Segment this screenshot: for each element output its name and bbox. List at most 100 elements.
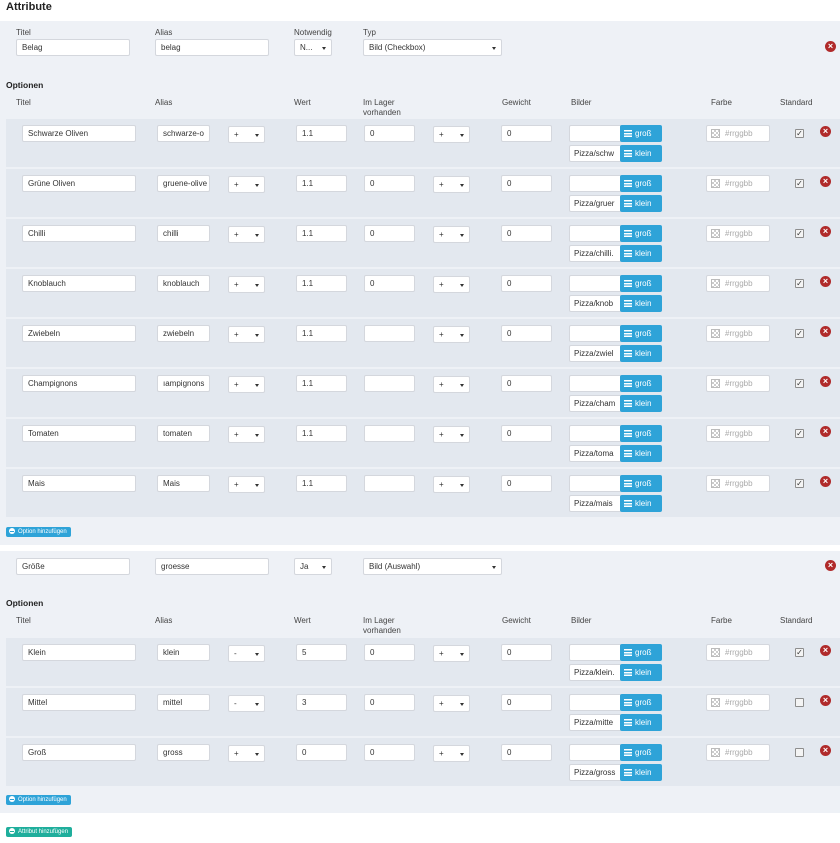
image-small-input[interactable]: Pizza/schw — [569, 145, 621, 162]
image-small-input[interactable]: Pizza/knob — [569, 295, 621, 312]
attribute-alias-input[interactable]: belag — [155, 39, 269, 56]
option-stock-input[interactable]: 0 — [364, 744, 415, 761]
option-title-input[interactable]: Klein — [22, 644, 136, 661]
option-value-input[interactable]: 1.1 — [296, 225, 347, 242]
image-big-button[interactable]: groß — [620, 744, 662, 761]
option-alias-input[interactable]: zwiebeln — [157, 325, 210, 342]
image-big-button[interactable]: groß — [620, 275, 662, 292]
required-select[interactable]: N... — [294, 39, 332, 56]
image-big-input[interactable] — [569, 175, 621, 192]
weight-operator-select[interactable]: + — [433, 176, 470, 193]
option-stock-input[interactable] — [364, 325, 415, 342]
color-input[interactable]: #rrggbb — [706, 175, 770, 192]
color-input[interactable]: #rrggbb — [706, 275, 770, 292]
attribute-alias-input[interactable]: groesse — [155, 558, 269, 575]
option-title-input[interactable]: Champignons — [22, 375, 136, 392]
weight-operator-select[interactable]: + — [433, 426, 470, 443]
default-checkbox[interactable]: ✓ — [795, 429, 804, 438]
image-small-input[interactable]: Pizza/toma — [569, 445, 621, 462]
option-value-input[interactable]: 1.1 — [296, 125, 347, 142]
image-big-input[interactable] — [569, 644, 621, 661]
image-small-button[interactable]: klein — [620, 764, 662, 781]
option-stock-input[interactable] — [364, 475, 415, 492]
weight-operator-select[interactable]: + — [433, 276, 470, 293]
option-value-input[interactable]: 1.1 — [296, 425, 347, 442]
option-title-input[interactable]: Tomaten — [22, 425, 136, 442]
option-alias-input[interactable]: chilli — [157, 225, 210, 242]
option-title-input[interactable]: Schwarze Oliven — [22, 125, 136, 142]
option-title-input[interactable]: Mittel — [22, 694, 136, 711]
default-checkbox[interactable]: ✓ — [795, 179, 804, 188]
price-operator-select[interactable]: + — [228, 476, 265, 493]
attribute-title-input[interactable]: Belag — [16, 39, 130, 56]
option-value-input[interactable]: 1.1 — [296, 375, 347, 392]
image-big-input[interactable] — [569, 125, 621, 142]
weight-operator-select[interactable]: + — [433, 695, 470, 712]
delete-option-icon[interactable]: × — [820, 645, 831, 656]
add-option-button[interactable]: Option hinzufügen — [6, 795, 71, 805]
delete-option-icon[interactable]: × — [820, 695, 831, 706]
image-big-button[interactable]: groß — [620, 644, 662, 661]
image-small-input[interactable]: Pizza/zwiel — [569, 345, 621, 362]
delete-option-icon[interactable]: × — [820, 745, 831, 756]
color-input[interactable]: #rrggbb — [706, 744, 770, 761]
color-input[interactable]: #rrggbb — [706, 325, 770, 342]
price-operator-select[interactable]: + — [228, 276, 265, 293]
image-small-button[interactable]: klein — [620, 245, 662, 262]
default-checkbox[interactable]: ✓ — [795, 279, 804, 288]
image-small-button[interactable]: klein — [620, 664, 662, 681]
image-small-button[interactable]: klein — [620, 295, 662, 312]
default-checkbox[interactable] — [795, 698, 804, 707]
option-title-input[interactable]: Chilli — [22, 225, 136, 242]
image-big-input[interactable] — [569, 475, 621, 492]
image-small-input[interactable]: Pizza/mitte — [569, 714, 621, 731]
weight-operator-select[interactable]: + — [433, 226, 470, 243]
option-stock-input[interactable]: 0 — [364, 175, 415, 192]
option-stock-input[interactable]: 0 — [364, 694, 415, 711]
color-input[interactable]: #rrggbb — [706, 125, 770, 142]
price-operator-select[interactable]: - — [228, 645, 265, 662]
default-checkbox[interactable]: ✓ — [795, 129, 804, 138]
image-small-button[interactable]: klein — [620, 714, 662, 731]
price-operator-select[interactable]: + — [228, 176, 265, 193]
add-attribute-button[interactable]: Attribut hinzufügen — [6, 827, 73, 837]
color-input[interactable]: #rrggbb — [706, 475, 770, 492]
delete-option-icon[interactable]: × — [820, 426, 831, 437]
option-value-input[interactable]: 1.1 — [296, 475, 347, 492]
option-value-input[interactable]: 0 — [296, 744, 347, 761]
option-stock-input[interactable]: 0 — [364, 644, 415, 661]
option-weight-input[interactable]: 0 — [501, 644, 552, 661]
image-big-button[interactable]: groß — [620, 475, 662, 492]
option-weight-input[interactable]: 0 — [501, 375, 552, 392]
delete-attribute-icon[interactable]: × — [825, 560, 836, 571]
image-small-button[interactable]: klein — [620, 345, 662, 362]
weight-operator-select[interactable]: + — [433, 326, 470, 343]
option-weight-input[interactable]: 0 — [501, 225, 552, 242]
default-checkbox[interactable] — [795, 748, 804, 757]
color-input[interactable]: #rrggbb — [706, 644, 770, 661]
delete-attribute-icon[interactable]: × — [825, 41, 836, 52]
option-stock-input[interactable] — [364, 425, 415, 442]
image-small-input[interactable]: Pizza/gruer — [569, 195, 621, 212]
color-input[interactable]: #rrggbb — [706, 694, 770, 711]
option-value-input[interactable]: 3 — [296, 694, 347, 711]
option-stock-input[interactable]: 0 — [364, 225, 415, 242]
image-small-button[interactable]: klein — [620, 495, 662, 512]
default-checkbox[interactable]: ✓ — [795, 379, 804, 388]
option-alias-input[interactable]: ıampignons — [157, 375, 210, 392]
option-alias-input[interactable]: gruene-olive — [157, 175, 210, 192]
default-checkbox[interactable]: ✓ — [795, 479, 804, 488]
option-alias-input[interactable]: schwarze-o — [157, 125, 210, 142]
weight-operator-select[interactable]: + — [433, 645, 470, 662]
weight-operator-select[interactable]: + — [433, 745, 470, 762]
weight-operator-select[interactable]: + — [433, 376, 470, 393]
type-select[interactable]: Bild (Checkbox) — [363, 39, 502, 56]
image-big-input[interactable] — [569, 325, 621, 342]
option-alias-input[interactable]: knoblauch — [157, 275, 210, 292]
option-weight-input[interactable]: 0 — [501, 325, 552, 342]
add-option-button[interactable]: Option hinzufügen — [6, 527, 71, 537]
delete-option-icon[interactable]: × — [820, 276, 831, 287]
weight-operator-select[interactable]: + — [433, 126, 470, 143]
image-small-button[interactable]: klein — [620, 395, 662, 412]
option-weight-input[interactable]: 0 — [501, 694, 552, 711]
